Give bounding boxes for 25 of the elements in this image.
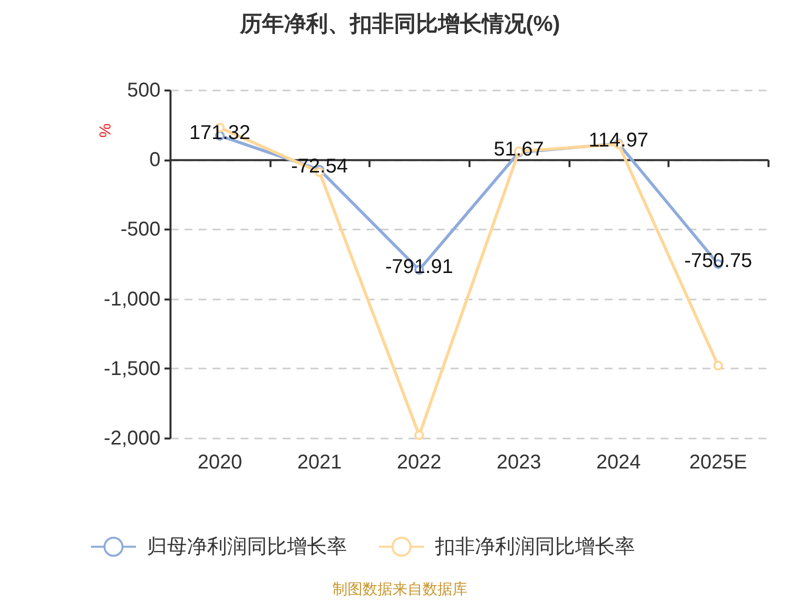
point	[414, 430, 424, 440]
x-tick-label: 2024	[596, 452, 641, 474]
data-label: -750.75	[684, 250, 752, 272]
y-tick-label: 500	[127, 80, 160, 102]
y-tick-label: -1,500	[104, 358, 160, 380]
x-tick-label: 2025E	[689, 452, 748, 474]
x-tick-label: 2023	[496, 452, 542, 474]
x-tick-label: 2020	[198, 452, 242, 474]
legend-label: 扣非净利润同比增长率	[434, 536, 635, 558]
x-tick-label: 2022	[396, 452, 442, 474]
y-tick-label: 0	[149, 149, 160, 172]
y-tick-label: -2,000	[104, 428, 160, 450]
point	[713, 360, 724, 370]
data-label: -791.91	[385, 256, 454, 278]
y-tick-label: -1,000	[104, 288, 160, 310]
data-label: 171.32	[189, 122, 250, 144]
data-label: 51.67	[494, 138, 544, 160]
x-tick-label: 2021	[297, 452, 342, 474]
data-label: 114.97	[588, 130, 648, 152]
legend-label: 归母净利润同比增长率	[147, 536, 347, 558]
text: 制图数据来自数据库	[332, 581, 468, 598]
chart-title: 历年净利、扣非同比增长情况(%)	[238, 11, 560, 36]
y-axis-title: %	[98, 123, 114, 138]
y-tick-label: -500	[120, 218, 160, 241]
data-label: -72.54	[291, 156, 348, 178]
